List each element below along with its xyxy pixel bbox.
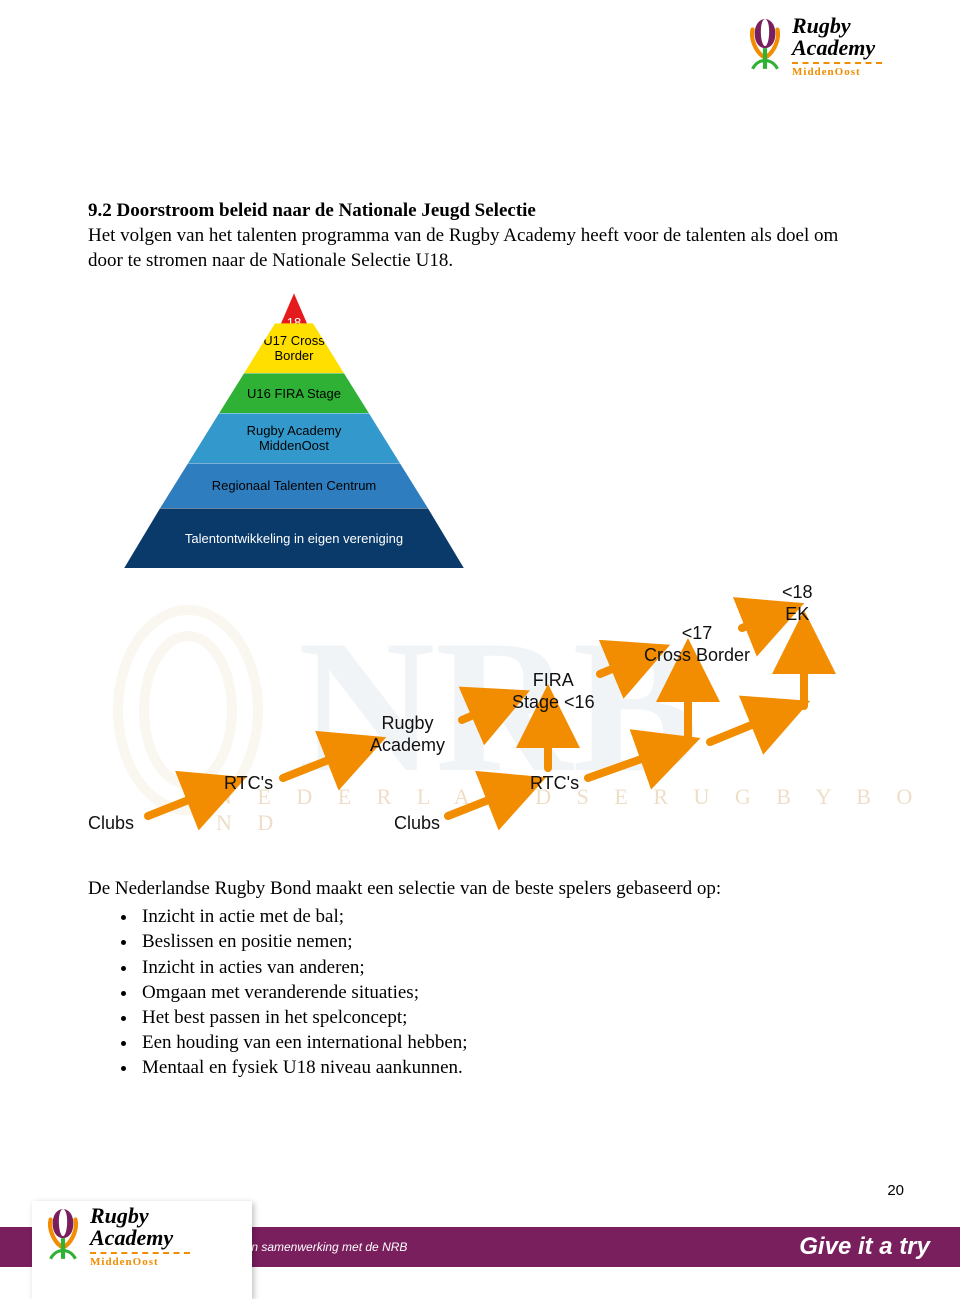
footer: In samenwerking met de NRB Give it a try… xyxy=(0,1211,960,1287)
flow-label: FIRAStage <16 xyxy=(512,670,595,713)
criteria-item: Mentaal en fysiek U18 niveau aankunnen. xyxy=(138,1055,872,1080)
logo-sub: MiddenOost xyxy=(792,66,882,78)
criteria-item: Het best passen in het spelconcept; xyxy=(138,1005,872,1030)
pyramid-layer: Rugby AcademyMiddenOost xyxy=(188,413,400,463)
logo-top: Rugby Academy MiddenOost xyxy=(744,15,904,81)
flow-label: Clubs xyxy=(394,813,440,835)
flow-diagram: Clubs RTC's RugbyAcademy Clubs FIRAStage <16… xyxy=(88,578,872,848)
tulip-icon xyxy=(42,1205,84,1263)
footer-partner: In samenwerking met de NRB xyxy=(248,1227,407,1267)
logo-line2: Academy xyxy=(90,1227,190,1249)
section-heading: 9.2 Doorstroom beleid naar de Nationale … xyxy=(88,200,872,222)
pyramid-layer: Regionaal Talenten Centrum xyxy=(160,463,428,508)
logo-line2: Academy xyxy=(792,37,882,59)
flow-label: Clubs xyxy=(88,813,134,835)
logo-bottom: Rugby Academy MiddenOost xyxy=(32,1201,252,1299)
criteria-item: Inzicht in actie met de bal; xyxy=(138,904,872,929)
flow-label: RTC's xyxy=(224,773,273,795)
page: Rugby Academy MiddenOost NRB N E D E R L… xyxy=(0,0,960,1287)
criteria-item: Inzicht in acties van anderen; xyxy=(138,955,872,980)
intro-paragraph: Het volgen van het talenten programma va… xyxy=(88,224,872,273)
pyramid-layer: U16 FIRA Stage xyxy=(219,373,369,413)
logo-line1: Rugby xyxy=(90,1205,190,1227)
flow-label: <18EK xyxy=(782,582,813,625)
tulip-icon xyxy=(744,15,786,73)
footer-slogan: Give it a try xyxy=(799,1227,930,1267)
flow-label: <17Cross Border xyxy=(644,623,750,666)
logo-sub: MiddenOost xyxy=(90,1256,190,1268)
page-number: 20 xyxy=(887,1182,904,1199)
selection-intro: De Nederlandse Rugby Bond maakt een sele… xyxy=(88,878,872,900)
pyramid-diagram: 18U17 CrossBorderU16 FIRA StageRugby Aca… xyxy=(134,293,454,568)
pyramid-layer: U17 CrossBorder xyxy=(244,323,344,373)
flow-label: RugbyAcademy xyxy=(370,713,445,756)
criteria-item: Omgaan met veranderende situaties; xyxy=(138,980,872,1005)
criteria-item: Beslissen en positie nemen; xyxy=(138,929,872,954)
criteria-list: Inzicht in actie met de bal;Beslissen en… xyxy=(110,904,872,1080)
content: 9.2 Doorstroom beleid naar de Nationale … xyxy=(88,200,872,1080)
pyramid-layer: Talentontwikkeling in eigen vereniging xyxy=(124,508,464,568)
criteria-item: Een houding van een international hebben… xyxy=(138,1030,872,1055)
flow-arrows xyxy=(88,578,872,848)
flow-label: RTC's xyxy=(530,773,579,795)
logo-line1: Rugby xyxy=(792,15,882,37)
